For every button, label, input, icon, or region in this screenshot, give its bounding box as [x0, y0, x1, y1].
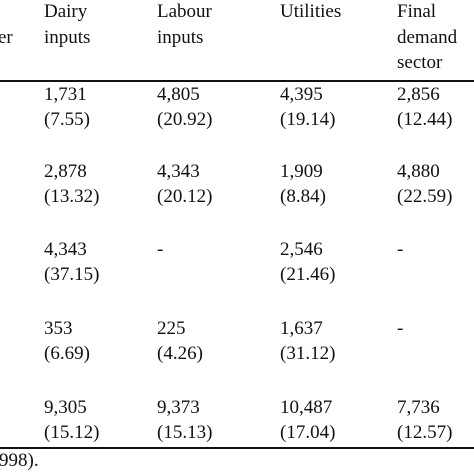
header-rule: [0, 80, 474, 82]
cell-percent: (6.69): [44, 343, 90, 364]
cell-value: 4,880: [397, 161, 440, 182]
cell-value: -: [157, 239, 164, 260]
cell-value: 9,305: [44, 397, 87, 418]
cell-value: 353: [44, 318, 73, 339]
cell-value: 7,736: [397, 397, 440, 418]
footnote-cut-text: 998).: [0, 450, 39, 471]
cell-value: 2,856: [397, 84, 440, 105]
cell-percent: (21.46): [280, 264, 336, 285]
cell-value: 225: [157, 318, 186, 339]
cell-value: 10,487: [280, 397, 333, 418]
cell-value: 4,343: [44, 239, 87, 260]
cell-value: 4,805: [157, 84, 200, 105]
col-labour-line2: inputs: [157, 27, 204, 48]
col-dairy-line1: Dairy: [44, 1, 88, 22]
cell-percent: (20.92): [157, 109, 213, 130]
cell-value: 4,343: [157, 161, 200, 182]
cell-percent: (7.55): [44, 109, 90, 130]
cell-value: 1,909: [280, 161, 323, 182]
col-labour-line1: Labour: [157, 1, 212, 22]
col-final-line1: Final: [397, 1, 437, 22]
cell-percent: (20.12): [157, 186, 213, 207]
cell-percent: (17.04): [280, 422, 336, 443]
cell-percent: (8.84): [280, 186, 326, 207]
col-dairy-line2: inputs: [44, 27, 91, 48]
cell-percent: (12.44): [397, 109, 453, 130]
cell-value: 2,878: [44, 161, 87, 182]
cell-percent: (12.57): [397, 422, 453, 443]
bottom-rule: [0, 447, 474, 449]
cell-value: 1,637: [280, 318, 323, 339]
cell-value: -: [397, 239, 404, 260]
cell-percent: (31.12): [280, 343, 336, 364]
cell-value: 4,395: [280, 84, 323, 105]
cell-value: 1,731: [44, 84, 87, 105]
cell-value: 9,373: [157, 397, 200, 418]
cell-value: -: [397, 318, 404, 339]
col-final-line2: demand: [397, 27, 458, 48]
cell-percent: (4.26): [157, 343, 203, 364]
col-utilities-line1: Utilities: [280, 1, 342, 22]
header-cut-text: er: [0, 27, 13, 48]
cell-percent: (19.14): [280, 109, 336, 130]
cell-percent: (15.13): [157, 422, 213, 443]
cell-percent: (22.59): [397, 186, 453, 207]
cell-percent: (15.12): [44, 422, 100, 443]
cell-percent: (37.15): [44, 264, 100, 285]
col-final-line3: sector: [397, 52, 443, 73]
cell-percent: (13.32): [44, 186, 100, 207]
cell-value: 2,546: [280, 239, 323, 260]
